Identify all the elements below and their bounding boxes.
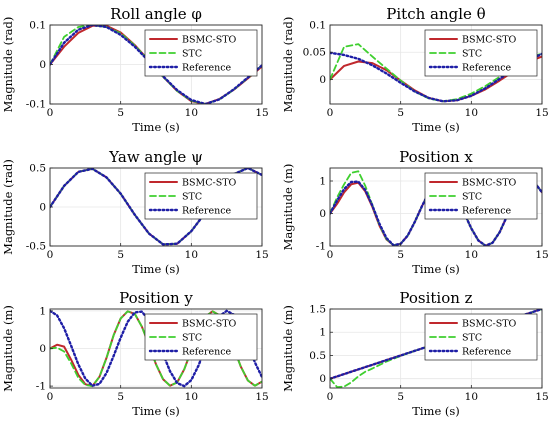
y-tick-label: 0 xyxy=(39,59,46,71)
legend-label: STC xyxy=(182,333,202,344)
legend-label: STC xyxy=(182,49,202,60)
panel-title: Yaw angle ψ xyxy=(108,148,203,166)
y-tick-label: 0.05 xyxy=(303,47,326,59)
x-tick-label: 15 xyxy=(535,107,548,119)
x-tick-label: 10 xyxy=(465,107,478,119)
legend: BSMC-STO STC Reference xyxy=(424,172,538,220)
panel-title: Pitch angle θ xyxy=(386,5,485,23)
y-axis-label: Magnitude (rad) xyxy=(1,17,15,113)
y-axis-label: Magnitude (m) xyxy=(281,305,295,392)
x-tick-label: 0 xyxy=(327,249,334,261)
y-axis-label: Magnitude (m) xyxy=(281,164,295,251)
x-tick-label: 5 xyxy=(397,107,404,119)
x-tick-label: 5 xyxy=(117,107,124,119)
legend-label: Reference xyxy=(182,206,232,217)
legend: BSMC-STO STC Reference xyxy=(424,313,538,361)
x-tick-label: 10 xyxy=(185,249,198,261)
x-tick-label: 5 xyxy=(397,391,404,403)
subplot-6: 0 5 10 15 0 0.5 1 1.5 Time (s) Magnitude (m) Posit… xyxy=(281,289,549,418)
legend-label: BSMC-STO xyxy=(182,319,237,330)
y-tick-label: 1 xyxy=(319,327,326,339)
x-tick-label: 0 xyxy=(327,107,334,119)
x-tick-label: 10 xyxy=(465,391,478,403)
x-axis-label: Time (s) xyxy=(132,120,180,134)
x-axis-label: Time (s) xyxy=(412,120,460,134)
legend-label: BSMC-STO xyxy=(462,319,517,330)
x-axis-label: Time (s) xyxy=(412,404,460,418)
y-tick-label: 1 xyxy=(39,305,46,317)
panel-title: Position z xyxy=(399,289,472,307)
subplot-2: 0 5 10 15 0 0.05 0.1 Time (s) Magnitude (rad) Pit… xyxy=(281,5,549,134)
x-tick-label: 5 xyxy=(117,391,124,403)
legend: BSMC-STO STC Reference xyxy=(424,29,538,77)
panel-title: Position x xyxy=(399,148,473,166)
legend-label: Reference xyxy=(462,63,512,74)
legend-label: STC xyxy=(462,49,482,60)
y-tick-label: -0.1 xyxy=(26,99,46,111)
x-tick-label: 15 xyxy=(535,391,548,403)
x-tick-label: 15 xyxy=(255,391,268,403)
legend-label: BSMC-STO xyxy=(182,178,237,189)
y-tick-label: 0 xyxy=(319,208,326,220)
x-tick-label: 15 xyxy=(535,249,548,261)
x-tick-label: 15 xyxy=(255,107,268,119)
legend-label: STC xyxy=(462,333,482,344)
y-tick-label: 0.1 xyxy=(29,20,46,32)
y-tick-label: 0 xyxy=(39,343,46,355)
y-tick-label: 0 xyxy=(319,373,326,385)
y-tick-label: -1 xyxy=(36,381,46,393)
x-axis-label: Time (s) xyxy=(132,404,180,418)
x-tick-label: 0 xyxy=(327,391,334,403)
legend-label: Reference xyxy=(182,63,232,74)
x-tick-label: 0 xyxy=(47,391,54,403)
legend: BSMC-STO STC Reference xyxy=(144,313,258,361)
y-tick-label: 0.5 xyxy=(29,163,46,175)
y-tick-label: 0 xyxy=(39,202,46,214)
x-tick-label: 5 xyxy=(117,249,124,261)
x-tick-label: 5 xyxy=(397,249,404,261)
legend-label: Reference xyxy=(462,347,512,358)
y-tick-label: -1 xyxy=(316,241,326,253)
legend-label: BSMC-STO xyxy=(182,35,237,46)
legend-label: Reference xyxy=(182,347,232,358)
x-tick-label: 10 xyxy=(185,391,198,403)
y-axis-label: Magnitude (rad) xyxy=(1,159,15,255)
axes-box xyxy=(329,167,543,247)
legend-label: STC xyxy=(182,192,202,203)
y-tick-label: 0 xyxy=(319,74,326,86)
y-tick-label: 1 xyxy=(319,176,326,188)
axes-box xyxy=(329,308,543,389)
y-tick-label: 1.5 xyxy=(309,304,326,316)
legend-label: STC xyxy=(462,192,482,203)
legend-label: Reference xyxy=(462,206,512,217)
x-tick-label: 15 xyxy=(255,249,268,261)
axes-box xyxy=(329,24,543,105)
legend: BSMC-STO STC Reference xyxy=(144,172,258,220)
x-tick-label: 0 xyxy=(47,107,54,119)
legend-label: BSMC-STO xyxy=(462,178,517,189)
x-tick-label: 0 xyxy=(47,249,54,261)
y-tick-label: 0.1 xyxy=(309,20,326,32)
y-tick-label: -0.5 xyxy=(26,241,46,253)
y-axis-label: Magnitude (rad) xyxy=(281,17,295,113)
legend-box xyxy=(144,313,258,361)
legend-label: BSMC-STO xyxy=(462,35,517,46)
x-axis-label: Time (s) xyxy=(412,262,460,276)
legend-box xyxy=(424,313,538,361)
panel-title: Roll angle φ xyxy=(110,5,202,23)
x-tick-label: 10 xyxy=(465,249,478,261)
x-axis-label: Time (s) xyxy=(132,262,180,276)
panel-title: Position y xyxy=(119,289,193,307)
x-tick-label: 10 xyxy=(185,107,198,119)
y-tick-label: 0.5 xyxy=(309,350,326,362)
legend: BSMC-STO STC Reference xyxy=(144,29,258,77)
y-axis-label: Magnitude (m) xyxy=(1,305,15,392)
